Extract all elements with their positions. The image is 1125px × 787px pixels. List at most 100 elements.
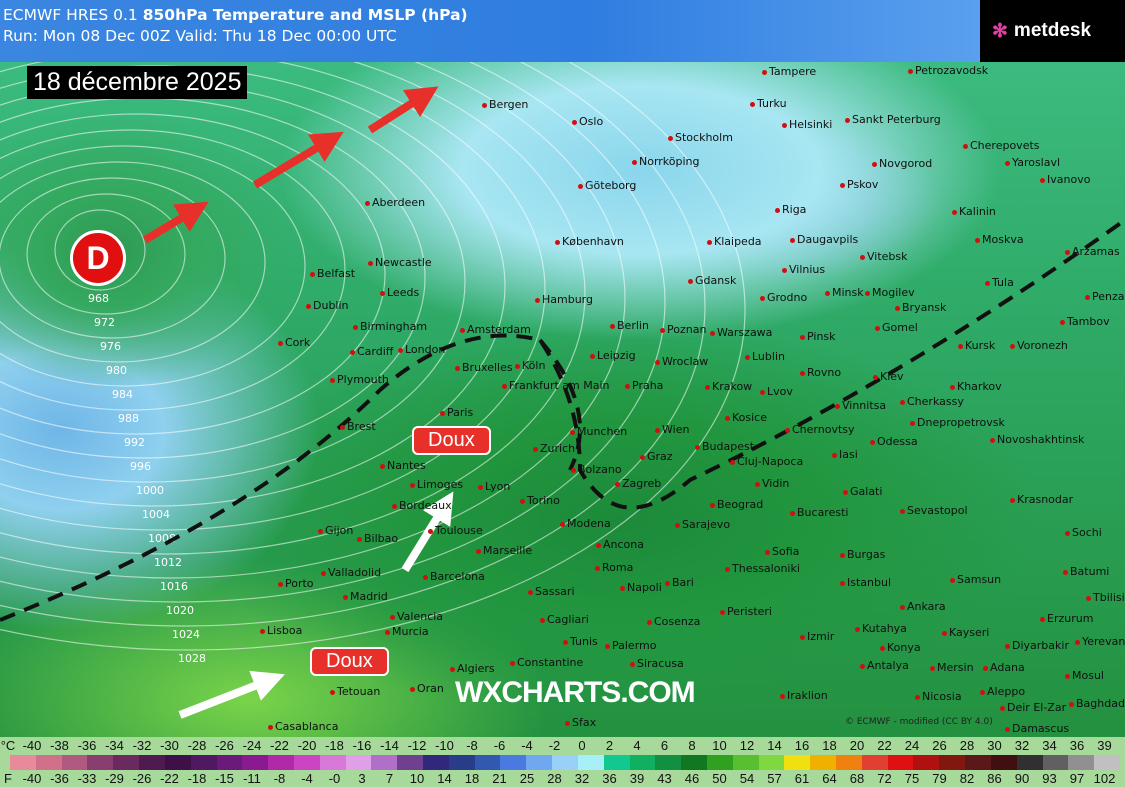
legend-tick: -40 <box>22 771 42 786</box>
isobar-label: 996 <box>130 460 151 473</box>
city-label: Sankt Peterburg <box>845 113 941 126</box>
legend-tick: -8 <box>273 771 286 786</box>
legend-tick: 32 <box>574 771 590 786</box>
legend-tick: 50 <box>712 771 727 786</box>
city-label: Mosul <box>1065 669 1104 682</box>
city-dot-icon <box>870 439 875 445</box>
city-label: Frankfurt am Main <box>502 379 610 392</box>
city-name: Klaipeda <box>714 235 762 248</box>
city-name: Deir El-Zar <box>1007 701 1067 714</box>
city-name: Toulouse <box>435 524 483 537</box>
city-label: Baghdad <box>1069 697 1125 710</box>
city-label: Bolzano <box>571 463 622 476</box>
legend-tick: 39 <box>1097 738 1112 753</box>
city-dot-icon <box>428 528 433 534</box>
city-name: Novgorod <box>879 157 933 170</box>
city-label: Bergen <box>482 98 528 111</box>
city-dot-icon <box>790 237 795 243</box>
legend-tick: 72 <box>877 771 892 786</box>
city-name: Vitebsk <box>867 250 908 263</box>
legend-swatch <box>268 755 294 770</box>
city-dot-icon <box>450 666 455 672</box>
city-label: Casablanca <box>268 720 338 733</box>
city-label: Diyarbakir <box>1005 639 1069 652</box>
city-name: Sochi <box>1072 526 1102 539</box>
city-dot-icon <box>1063 569 1068 575</box>
city-dot-icon <box>655 427 660 433</box>
city-dot-icon <box>540 617 545 623</box>
city-dot-icon <box>1005 726 1010 732</box>
city-label: Sarajevo <box>675 518 730 531</box>
city-label: Bilbao <box>357 532 398 545</box>
city-dot-icon <box>647 619 652 625</box>
city-name: Berlin <box>617 319 649 332</box>
city-name: Göteborg <box>585 179 637 192</box>
city-name: Vidin <box>762 477 790 490</box>
city-name: Zagreb <box>622 477 662 490</box>
city-dot-icon <box>760 295 765 301</box>
legend-swatch <box>242 755 269 770</box>
city-dot-icon <box>860 663 865 669</box>
city-name: Moskva <box>982 233 1024 246</box>
city-name: Mosul <box>1072 669 1104 682</box>
city-label: Galati <box>843 485 882 498</box>
legend-tick: 12 <box>739 738 755 753</box>
city-label: Lublin <box>745 350 785 363</box>
legend-tick: 32 <box>1014 738 1030 753</box>
city-name: Bordeaux <box>399 499 452 512</box>
legend-tick: -33 <box>77 771 97 786</box>
wind-arrow <box>178 670 285 719</box>
city-name: Limoges <box>417 478 464 491</box>
city-name: London <box>405 343 446 356</box>
city-label: Klaipeda <box>707 235 762 248</box>
city-dot-icon <box>952 209 957 215</box>
legend-tick: -0 <box>328 771 341 786</box>
legend-tick: 64 <box>822 771 837 786</box>
city-name: Chernovtsy <box>792 423 855 436</box>
city-label: Arzamas <box>1065 245 1120 258</box>
city-name: Palermo <box>612 639 657 652</box>
city-name: Dnepropetrovsk <box>917 416 1005 429</box>
city-dot-icon <box>705 384 710 390</box>
legend-swatch <box>35 755 62 770</box>
city-label: Samsun <box>950 573 1001 586</box>
legend-tick: -29 <box>105 771 124 786</box>
city-name: Rovno <box>807 366 842 379</box>
city-name: Baghdad <box>1076 697 1125 710</box>
city-dot-icon <box>572 119 577 125</box>
legend-tick: -16 <box>352 738 372 753</box>
city-name: Bucaresti <box>797 506 849 519</box>
city-name: Galati <box>850 485 883 498</box>
city-label: Pskov <box>840 178 878 191</box>
city-label: Voronezh <box>1010 339 1068 352</box>
legend-swatch <box>1016 755 1043 770</box>
city-dot-icon <box>873 374 878 380</box>
city-label: Peristeri <box>720 605 772 618</box>
city-name: Vinnitsa <box>842 399 887 412</box>
isobar <box>0 129 346 411</box>
city-label: Dnepropetrovsk <box>910 416 1005 429</box>
city-dot-icon <box>385 629 390 635</box>
city-label: Cherkassy <box>900 395 964 408</box>
legend-tick: 0 <box>578 738 586 753</box>
city-dot-icon <box>845 117 850 123</box>
city-name: Cosenza <box>654 615 701 628</box>
legend-swatch <box>887 755 914 770</box>
city-dot-icon <box>330 377 335 383</box>
legend-swatch <box>784 755 811 770</box>
city-name: Leeds <box>387 286 420 299</box>
city-name: Constantine <box>517 656 584 669</box>
city-name: Bergen <box>489 98 529 111</box>
legend-swatch <box>810 755 836 770</box>
city-dot-icon <box>958 343 963 349</box>
city-dot-icon <box>980 689 985 695</box>
city-label: Cagliari <box>540 613 589 626</box>
legend-tick: -15 <box>215 771 234 786</box>
front-line <box>0 218 1125 622</box>
city-dot-icon <box>510 660 515 666</box>
legend-tick: 22 <box>877 738 892 753</box>
city-name: Lisboa <box>267 624 303 637</box>
legend-swatch <box>990 755 1017 770</box>
city-dot-icon <box>570 429 575 435</box>
city-dot-icon <box>478 484 483 490</box>
